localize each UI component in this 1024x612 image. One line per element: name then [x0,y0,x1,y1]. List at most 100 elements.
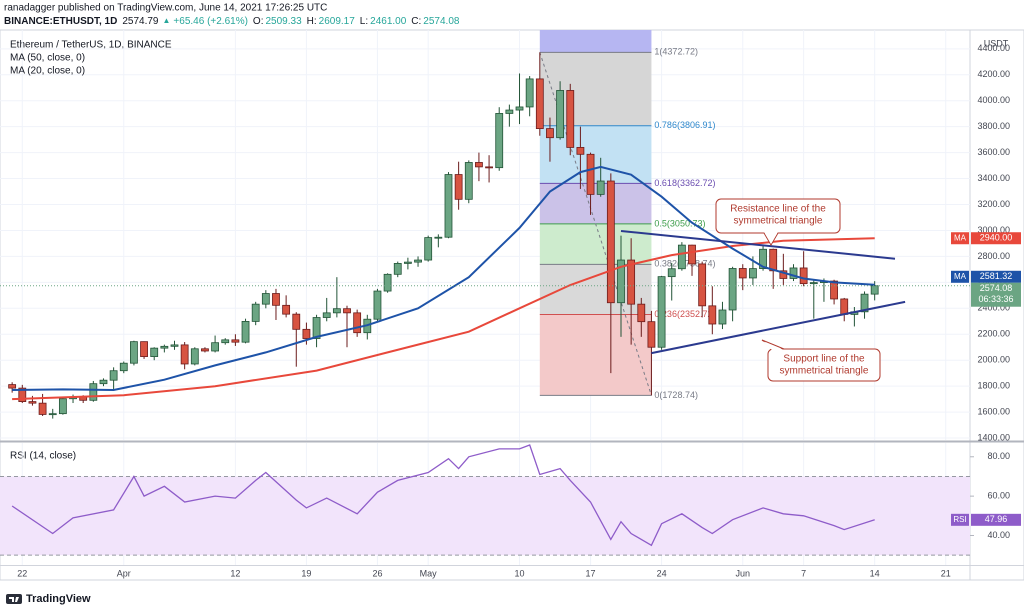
candle-body [434,236,443,239]
candle-body [160,345,169,349]
callout-text: symmetrical triangle [734,216,823,227]
ma-price-tag [971,232,1021,245]
candle-body [830,280,838,300]
candle-body [870,285,879,295]
candle-body [58,398,67,415]
change-arrow: ▲ [163,16,171,25]
candle-body [272,293,280,306]
ma-tag [951,232,969,245]
candle-body [718,309,727,325]
candle-body [241,321,250,343]
candle-body [89,383,98,401]
rsi-line [11,444,875,547]
rsi-tag [951,513,969,526]
candle-body [556,90,565,139]
candle-body [799,267,808,285]
candle-body [373,290,382,320]
candle-body [515,106,524,111]
candle-body [840,298,849,315]
rsi-title: RSI (14, close) [10,451,76,462]
publisher: ranadagger published on TradingView.com,… [4,3,327,14]
candle-body [414,259,422,263]
candle-body [140,341,148,357]
candle-body [343,308,351,314]
candle-body [485,166,493,169]
y-tick-label: 2400.00 [977,303,1010,313]
y-tick-label: 1400.00 [977,432,1010,442]
x-tick-label: 17 [586,568,596,578]
moving-average [12,237,875,401]
y-tick-label: 2000.00 [977,355,1010,365]
candle-body [393,263,402,275]
candle-body [677,244,686,270]
ohlc-value: 2461.00 [370,16,407,27]
candle-body [525,78,534,108]
candle-body [566,90,575,148]
last-price-tag [971,282,1021,307]
candle-body [688,244,696,265]
candle-body [667,268,676,278]
candle-body [454,174,463,200]
ma-tag-label: MA [954,272,967,281]
candle-body [596,180,605,195]
candle-body [211,342,219,352]
candle-body [424,237,433,261]
y-tick-label: 3400.00 [977,173,1010,183]
ma-tag [951,270,969,283]
candle-body [99,379,108,385]
x-tick-label: 19 [301,568,311,578]
ohlc-label: O: [253,16,264,27]
symbol-line: BINANCE:ETHUSDT, 1D 2574.79 ▲ +65.46 (+2.61… [4,16,460,27]
callout-text: Support line of the [783,354,865,365]
rsi-value-tag [971,513,1021,526]
ohlc-label: H: [307,16,317,27]
rsi-tick-label: 80.00 [987,451,1010,461]
x-tick-label: 24 [657,568,667,578]
last-price-label: 2574.08 [980,283,1013,293]
candle-body [282,304,291,315]
countdown: 06:33:36 [978,294,1013,304]
fib-label: 0(1728.74) [654,390,698,400]
x-tick-label: 12 [230,568,240,578]
candle-body [18,387,27,402]
rsi-value-label: 47.96 [985,514,1008,524]
footer-logo [6,594,22,604]
fib-label: 0.5(3050.73) [654,218,705,228]
candle-body [150,347,159,357]
ohlc-label: L: [360,16,368,27]
y-tick-label: 3600.00 [977,147,1010,157]
rsi-tag-label: RSI [953,515,966,524]
candle-body [749,268,757,279]
ma-tag-label: MA [954,233,967,242]
y-tick-label: 3800.00 [977,121,1010,131]
y-tick-label: 4200.00 [977,69,1010,79]
x-tick-label: Apr [117,568,131,578]
ohlc-value: 2574.08 [423,16,460,27]
candle-body [535,78,544,130]
candle-body [698,263,707,307]
ma-price-label: 2940.00 [980,233,1013,243]
candle-body [180,344,189,365]
x-tick-label: 26 [372,568,382,578]
candle-body [312,317,321,339]
chart-frame [0,29,1024,581]
y-tick-label: 1800.00 [977,381,1010,391]
candle-body [586,153,595,195]
candle-body [109,370,118,381]
candle-body [383,273,392,292]
legend-entry: MA (50, close, 0) [10,53,85,64]
y-tick-label: 2200.00 [977,329,1010,339]
candle-body [789,267,798,279]
candle-body [28,401,37,404]
candle-body [495,113,504,169]
fib-top-band [539,30,652,53]
callout-pointer-fill [764,232,778,244]
candle-body [606,180,615,304]
candle-body [221,339,230,344]
candle-body [738,268,747,279]
candle-body [728,268,737,311]
main-title: Ethereum / TetherUS, 1D, BINANCE [10,40,172,51]
y-tick-label: 3200.00 [977,199,1010,209]
candle-body [809,282,818,285]
y-tick-label: 3000.00 [977,225,1010,235]
